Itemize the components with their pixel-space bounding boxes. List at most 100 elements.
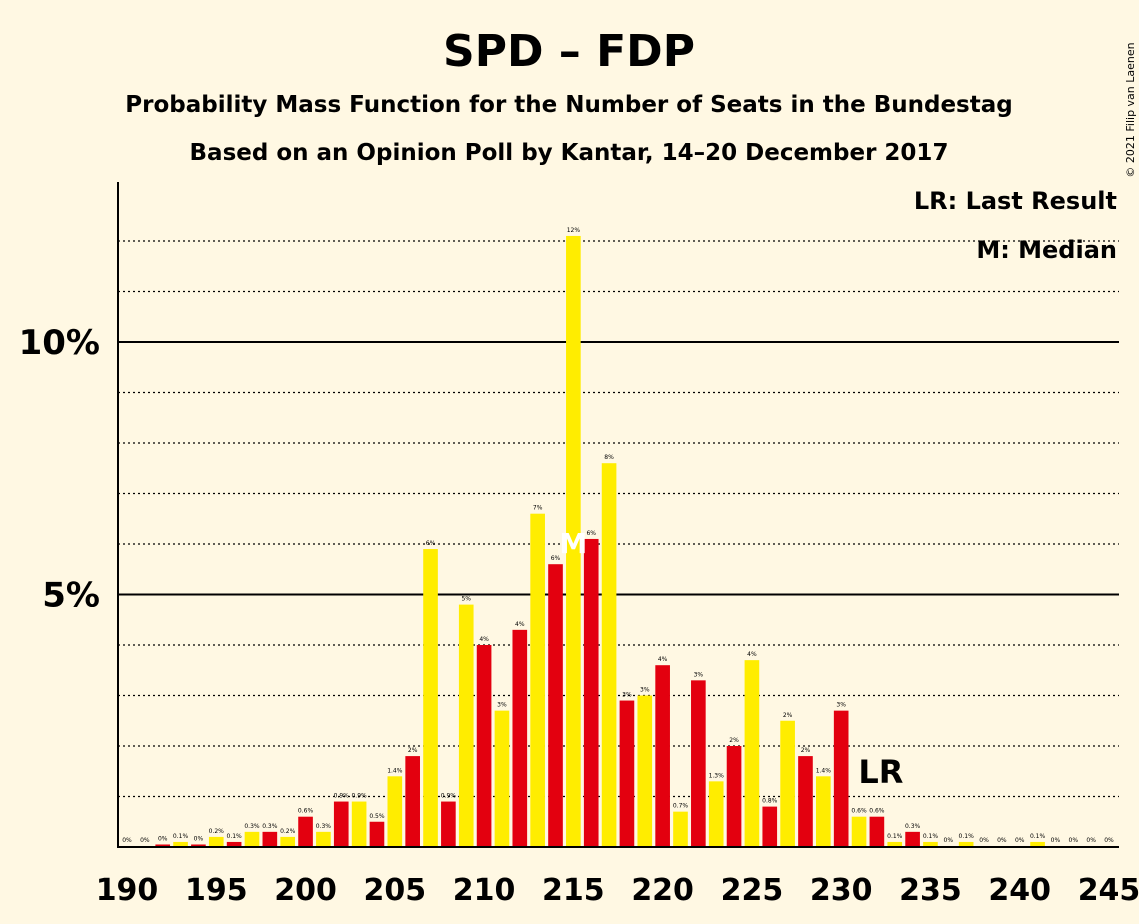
bars: [119, 235, 1117, 848]
data-label-211: 4%: [479, 636, 489, 643]
bar-211: [476, 645, 492, 847]
data-label-225: 2%: [729, 737, 739, 744]
data-label-223: 3%: [694, 671, 704, 678]
bar-225: [726, 746, 742, 847]
last-result-marker: LR: [858, 753, 903, 791]
data-label-193: 0%: [158, 835, 168, 842]
data-label-236: 0.1%: [923, 833, 939, 840]
data-label-210: 5%: [461, 596, 471, 603]
data-label-212: 3%: [497, 702, 507, 709]
y-axis-ticks: 5% 10%: [19, 323, 100, 616]
bar-208: [423, 549, 438, 847]
bar-235: [905, 831, 920, 847]
bar-238: [958, 841, 974, 847]
data-label-231: 3%: [836, 702, 846, 709]
x-tick-label: 230: [810, 873, 873, 908]
bar-213: [512, 629, 528, 847]
copyright-notice: © 2021 Filip van Laenen: [1124, 42, 1137, 177]
y-tick-label: 10%: [19, 323, 100, 363]
data-labels: 0% 0% 0% 0.1% 0%0.2%0.1%0.3% 0.3%0.2%0.6%0.3%…: [122, 227, 1114, 844]
data-label-241: 0%: [1015, 837, 1025, 844]
grid-lines: [118, 240, 1119, 798]
x-tick-label: 190: [96, 873, 159, 908]
bar-221: [655, 665, 670, 847]
chart-subtitle-1: Probability Mass Function for the Number…: [125, 92, 1012, 118]
data-label-213: 4%: [515, 621, 525, 628]
data-label-215: 6%: [551, 555, 561, 562]
x-axis-ticks: 190 195 200 205 210 215 220 225 230 235 240 245: [96, 873, 1139, 908]
bar-203: [333, 801, 349, 847]
bar-204: [351, 801, 367, 847]
x-tick-label: 235: [899, 873, 962, 908]
data-label-191: 0%: [122, 837, 132, 844]
data-label-237: 0%: [944, 837, 954, 844]
data-label-221: 4%: [658, 656, 668, 663]
data-label-227: 0.8%: [762, 798, 778, 805]
data-label-209: 0.9%: [441, 793, 457, 800]
data-label-232: 0.6%: [851, 808, 867, 815]
bar-202: [316, 831, 331, 847]
bar-212: [494, 710, 510, 847]
x-tick-label: 215: [542, 873, 605, 908]
bar-196: [208, 836, 224, 847]
data-label-242: 0.1%: [1030, 833, 1046, 840]
bar-201: [298, 816, 313, 847]
data-label-239: 0%: [979, 837, 989, 844]
bar-218: [601, 463, 617, 847]
x-tick-label: 195: [185, 873, 248, 908]
bar-210: [458, 604, 474, 847]
bar-223: [691, 680, 706, 847]
bar-219: [619, 700, 635, 847]
data-label-233: 0.6%: [869, 808, 885, 815]
bar-199: [262, 831, 278, 847]
bar-198: [244, 831, 260, 847]
bar-194: [173, 841, 188, 847]
data-label-219: 3%: [622, 692, 632, 699]
data-label-234: 0.1%: [887, 833, 903, 840]
median-marker: M: [559, 527, 587, 560]
bar-206: [387, 776, 403, 847]
data-label-243: 0%: [1051, 837, 1061, 844]
bar-234: [887, 841, 903, 847]
data-label-222: 0.7%: [673, 803, 689, 810]
x-tick-label: 220: [631, 873, 694, 908]
data-label-218: 8%: [604, 454, 614, 461]
data-label-226: 4%: [747, 651, 757, 658]
data-label-206: 1.4%: [387, 767, 403, 774]
x-tick-label: 205: [364, 873, 427, 908]
bar-222: [673, 811, 688, 847]
data-label-214: 7%: [533, 505, 543, 512]
data-label-205: 0.5%: [369, 813, 385, 820]
bar-229: [798, 756, 813, 847]
bar-216: [566, 235, 581, 847]
data-label-195: 0%: [194, 835, 204, 842]
data-label-246: 0%: [1104, 837, 1114, 844]
bar-232: [851, 816, 867, 847]
data-label-228: 2%: [783, 712, 793, 719]
data-label-202: 0.3%: [316, 823, 332, 830]
data-label-196: 0.2%: [209, 828, 225, 835]
data-label-229: 2%: [801, 747, 811, 754]
bar-207: [405, 756, 420, 847]
x-tick-label: 225: [721, 873, 784, 908]
bar-230: [816, 776, 831, 847]
data-label-192: 0%: [140, 837, 150, 844]
chart-title: SPD – FDP: [443, 26, 695, 77]
data-label-197: 0.1%: [227, 833, 243, 840]
data-label-198: 0.3%: [244, 823, 260, 830]
data-label-244: 0%: [1069, 837, 1079, 844]
data-label-235: 0.3%: [905, 823, 921, 830]
data-label-245: 0%: [1086, 837, 1096, 844]
x-tick-label: 210: [453, 873, 516, 908]
bar-195: [191, 844, 206, 848]
data-label-201: 0.6%: [298, 808, 314, 815]
bar-214: [530, 513, 545, 847]
data-label-240: 0%: [997, 837, 1007, 844]
y-tick-label: 5%: [42, 576, 100, 616]
x-tick-label: 200: [274, 873, 337, 908]
bar-220: [637, 695, 653, 847]
data-label-217: 6%: [586, 530, 596, 537]
bar-228: [780, 720, 795, 847]
x-tick-label: 240: [988, 873, 1051, 908]
